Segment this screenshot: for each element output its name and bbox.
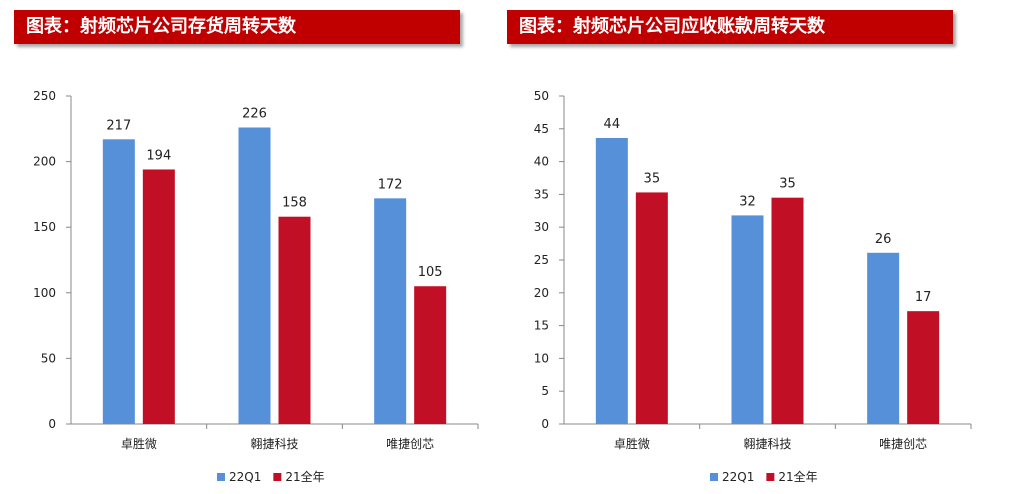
x-tick-label: 唯捷创芯 — [386, 437, 434, 451]
legend-swatch — [766, 473, 775, 481]
legend-swatch — [217, 473, 225, 481]
x-tick-label: 翱捷科技 — [250, 437, 298, 451]
bar-21全年-翱捷科技 — [771, 197, 804, 424]
y-tick-label: 15 — [534, 319, 549, 333]
y-tick-label: 50 — [534, 89, 549, 103]
bar-21全年-卓胜微 — [635, 192, 668, 424]
legend-swatch — [273, 473, 282, 481]
bar-22Q1-卓胜微 — [595, 137, 628, 424]
y-tick-label: 150 — [33, 220, 56, 234]
y-tick-label: 10 — [534, 351, 549, 365]
data-label: 44 — [604, 117, 621, 132]
title-bar: 图表：射频芯片公司应收账款周转天数 — [507, 10, 953, 44]
y-tick-label: 25 — [534, 253, 549, 267]
y-tick-label: 250 — [33, 89, 56, 103]
bar-22Q1-翱捷科技 — [238, 127, 271, 424]
data-label: 17 — [915, 290, 932, 305]
data-label: 26 — [875, 232, 892, 247]
bar-21全年-唯捷创芯 — [907, 311, 940, 424]
y-tick-label: 0 — [48, 417, 56, 431]
chart-panel-inventory-days: 图表：射频芯片公司存货周转天数 0 50 100 150 200 250 卓胜微 217 194… — [14, 0, 484, 494]
y-tick-label: 20 — [534, 286, 549, 300]
legend-swatch — [710, 473, 718, 481]
x-tick-label: 卓胜微 — [121, 436, 157, 451]
y-tick-label: 45 — [534, 122, 549, 136]
legend-label: 21全年 — [285, 469, 324, 484]
chart-panel-receivable-days: 图表：射频芯片公司应收账款周转天数 0 5 10 15 20 25 30 35 40 45 50 卓胜… — [507, 0, 977, 494]
data-label: 35 — [644, 171, 661, 186]
data-label: 172 — [378, 177, 403, 192]
y-tick-label: 5 — [541, 384, 549, 398]
chart-title: 图表：射频芯片公司存货周转天数 — [26, 16, 296, 37]
data-label: 105 — [418, 265, 443, 280]
bar-21全年-卓胜微 — [142, 169, 175, 424]
data-label: 217 — [106, 118, 131, 133]
y-tick-label: 100 — [33, 286, 56, 300]
y-tick-label: 200 — [33, 155, 56, 169]
title-bar: 图表：射频芯片公司存货周转天数 — [14, 10, 460, 44]
bar-chart: 0 5 10 15 20 25 30 35 40 45 50 卓胜微 44 35 翱捷科技 32 35 唯捷创芯 2… — [534, 89, 972, 484]
bar-22Q1-卓胜微 — [102, 139, 135, 424]
legend-label: 22Q1 — [722, 470, 754, 484]
legend-label: 21全年 — [778, 469, 817, 484]
x-tick-label: 翱捷科技 — [743, 437, 791, 451]
x-tick-label: 唯捷创芯 — [879, 437, 927, 451]
y-tick-label: 30 — [534, 220, 549, 234]
y-tick-label: 40 — [534, 155, 549, 169]
bar-chart: 0 50 100 150 200 250 卓胜微 217 194 翱捷科技 226 158 唯捷创芯 17… — [33, 89, 479, 484]
data-label: 226 — [242, 106, 267, 121]
legend-label: 22Q1 — [229, 470, 261, 484]
data-label: 32 — [739, 194, 756, 209]
bar-21全年-唯捷创芯 — [414, 286, 447, 424]
x-tick-label: 卓胜微 — [614, 436, 650, 451]
bar-21全年-翱捷科技 — [278, 216, 311, 424]
data-label: 194 — [146, 148, 171, 163]
chart-title: 图表：射频芯片公司应收账款周转天数 — [519, 16, 825, 37]
y-tick-label: 35 — [534, 187, 549, 201]
y-tick-label: 50 — [41, 351, 56, 365]
y-tick-label: 0 — [541, 417, 549, 431]
data-label: 35 — [779, 177, 796, 192]
bar-22Q1-翱捷科技 — [731, 215, 764, 424]
data-label: 158 — [282, 196, 307, 211]
bar-22Q1-唯捷创芯 — [374, 198, 407, 424]
bar-22Q1-唯捷创芯 — [867, 252, 900, 424]
